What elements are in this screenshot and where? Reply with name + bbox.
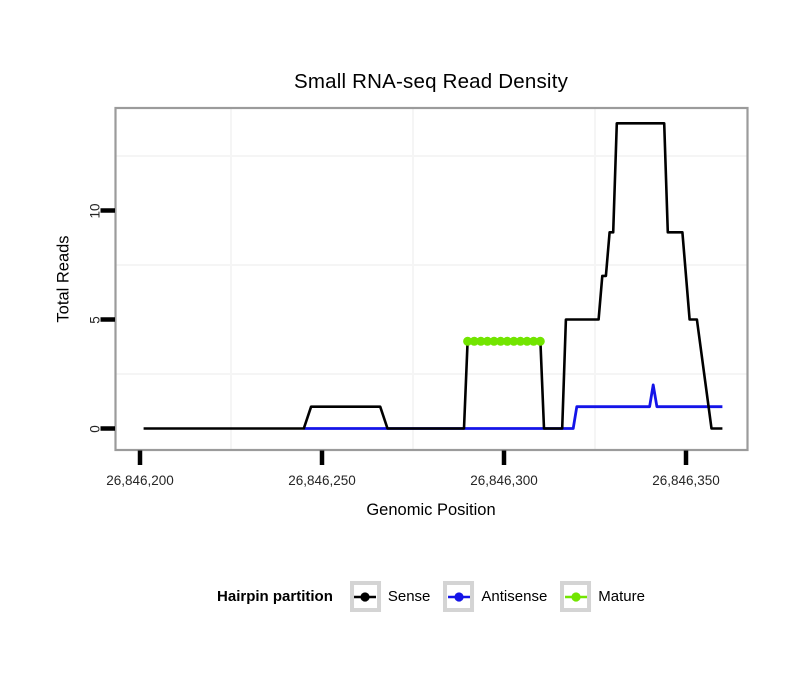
legend-title: Hairpin partition (217, 588, 333, 605)
x-tick-label-4: 26,846,350 (652, 473, 720, 488)
y-axis-title: Total Reads (54, 235, 73, 323)
y-tick-label-0: 0 (87, 424, 103, 433)
x-axis-title: Genomic Position (366, 501, 496, 519)
legend-item-sense: Sense (349, 581, 431, 612)
x-tick-label-2: 26,846,250 (288, 473, 356, 488)
sense-key-icon (349, 581, 381, 612)
x-tick-label-3: 26,846,300 (470, 473, 538, 488)
antisense-key-icon (443, 581, 475, 612)
legend-label-antisense: Antisense (481, 588, 548, 605)
legend-item-mature: Mature (560, 581, 645, 612)
legend: Hairpin partition Sense Antisense Mature (217, 581, 645, 612)
legend-label-sense: Sense (387, 588, 431, 605)
mature-key-icon (560, 581, 592, 612)
x-tick-label-1: 26,846,200 (106, 473, 174, 488)
legend-item-antisense: Antisense (443, 581, 547, 612)
y-tick-label-5: 5 (87, 315, 103, 324)
y-tick-label-10: 10 (87, 202, 103, 219)
legend-label-mature: Mature (598, 588, 645, 605)
chart-title: Small RNA-seq Read Density (293, 70, 569, 93)
